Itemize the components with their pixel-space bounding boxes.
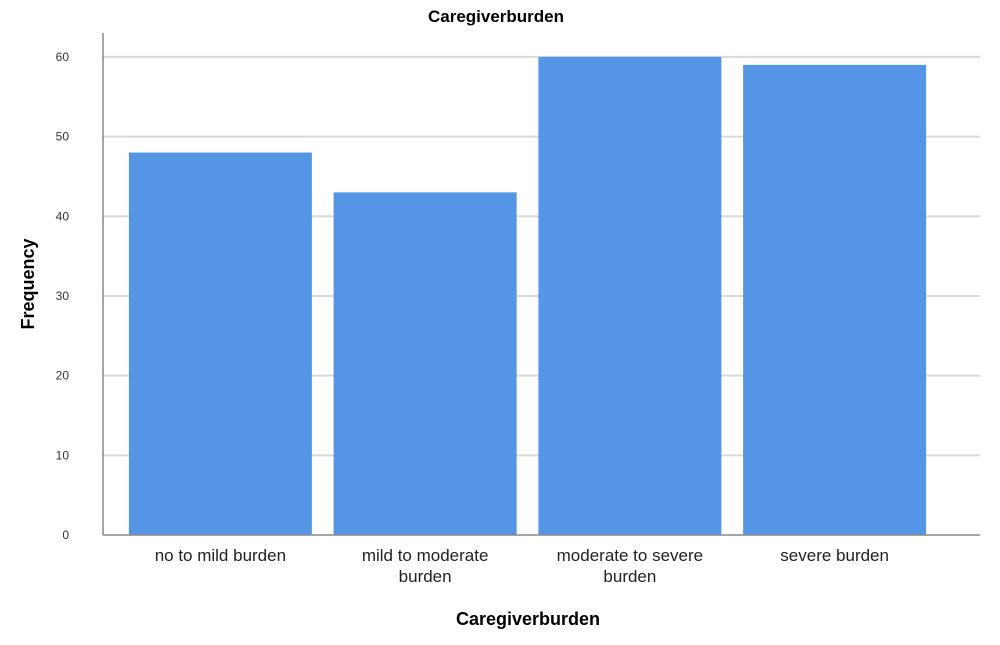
x-axis-title: Caregiverburden <box>456 609 600 629</box>
bar <box>538 56 722 536</box>
x-category-label: moderate to severe <box>557 546 703 565</box>
y-tick-label: 0 <box>62 528 69 542</box>
bar <box>333 192 517 535</box>
y-tick-label: 30 <box>56 289 70 303</box>
y-tick-label: 40 <box>56 209 70 223</box>
bar <box>128 152 312 535</box>
y-axis-title: Frequency <box>18 238 38 329</box>
bar <box>743 64 927 535</box>
y-tick-label: 20 <box>56 369 70 383</box>
x-category-label: burden <box>399 567 452 586</box>
x-category-label: no to mild burden <box>155 546 286 565</box>
x-category-label: mild to moderate <box>362 546 489 565</box>
x-category-label: burden <box>603 567 656 586</box>
y-tick-label: 10 <box>56 448 70 462</box>
bars <box>128 56 927 536</box>
x-category-label: severe burden <box>780 546 889 565</box>
x-axis-category-labels: no to mild burden mild to moderate burden m… <box>155 546 889 586</box>
y-tick-label: 50 <box>56 130 70 144</box>
chart-title: Caregiverburden <box>428 7 564 26</box>
y-tick-label: 60 <box>56 50 70 64</box>
y-axis-ticks: 0 10 20 30 40 50 60 <box>56 50 70 542</box>
